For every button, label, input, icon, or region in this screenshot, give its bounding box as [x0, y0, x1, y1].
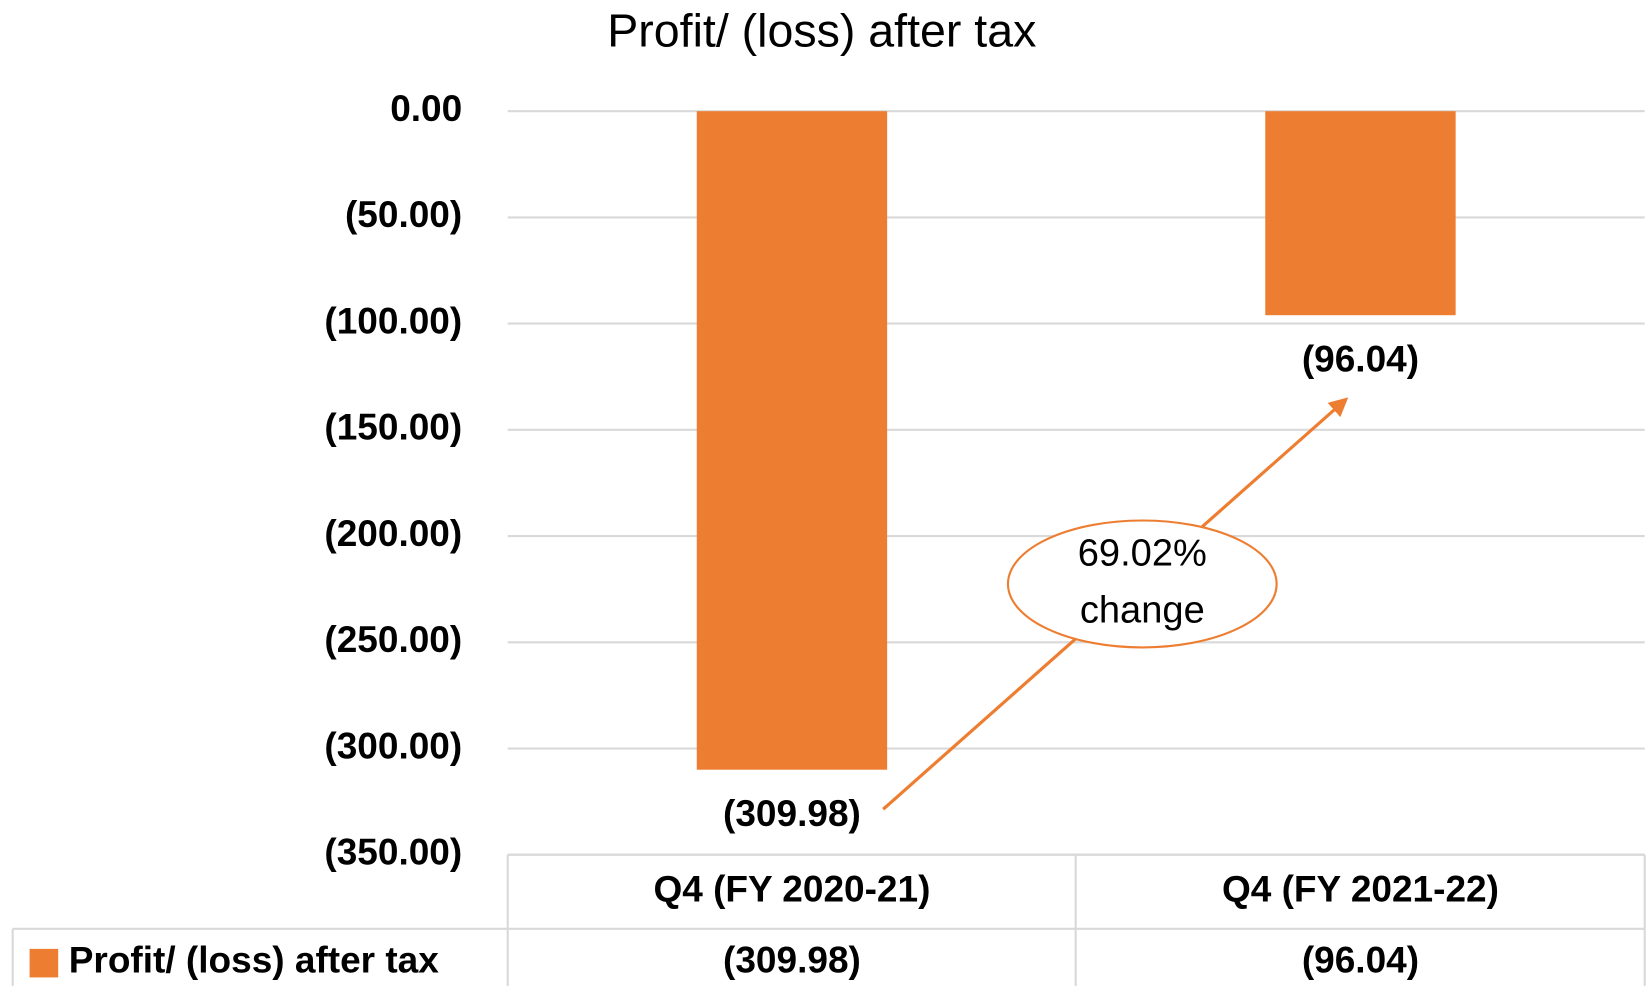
y-tick-label: (100.00)	[324, 299, 462, 341]
annotation: 69.02%	[1078, 532, 1207, 574]
data-label: (309.98)	[723, 792, 861, 834]
y-tick-label: (350.00)	[324, 831, 462, 873]
chart-title: Profit/ (loss) after tax	[607, 4, 1036, 56]
y-tick-label: (200.00)	[324, 512, 462, 554]
data-label: (96.04)	[1302, 338, 1419, 380]
y-tick-label: (300.00)	[324, 724, 462, 766]
bar	[696, 111, 888, 770]
bar	[1265, 111, 1456, 316]
legend-label: Profit/ (loss) after tax	[69, 938, 439, 980]
y-tick-label: (150.00)	[324, 406, 462, 448]
x-tick-label: Q4 (FY 2021-22)	[1222, 868, 1499, 910]
y-tick-label: (50.00)	[345, 193, 462, 235]
y-tick-label: 0.00	[390, 87, 462, 129]
annotation: change	[1080, 590, 1205, 632]
x-tick-label: Q4 (FY 2020-21)	[653, 868, 930, 910]
table-value: (96.04)	[1302, 938, 1419, 980]
legend-key	[29, 948, 59, 978]
annotation-bubble	[1006, 519, 1278, 649]
table-value: (309.98)	[723, 938, 861, 980]
y-tick-label: (250.00)	[324, 618, 462, 660]
